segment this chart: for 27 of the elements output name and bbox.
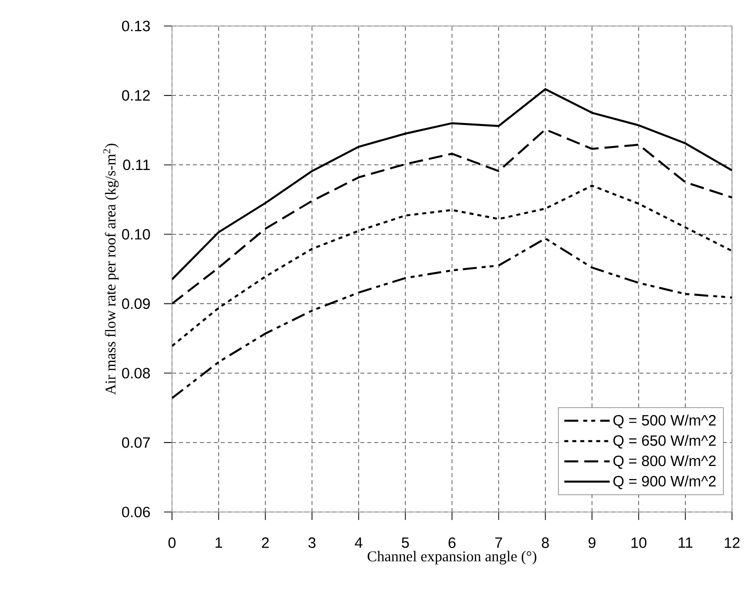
x-tick-label: 12: [724, 537, 740, 548]
x-tick-label: 6: [448, 537, 456, 548]
x-tick-label: 9: [588, 537, 596, 548]
y-axis-title: Air mass flow rate per roof area (kg/s-m$^{2}$): [103, 144, 119, 395]
x-tick-label: 10: [632, 537, 646, 548]
x-tick-label: 3: [308, 537, 316, 548]
y-tick-label: 0.08: [122, 368, 150, 378]
y-tick-label: 0.06: [122, 506, 150, 518]
y-tick-label: 0.10: [122, 228, 150, 240]
y-tick-label: 0.13: [122, 20, 150, 32]
y-tick-label: 0.09: [122, 298, 150, 309]
x-tick-label: 7: [495, 537, 502, 548]
y-tick-label: 0.12: [122, 90, 150, 101]
x-tick-label: 0: [168, 537, 176, 548]
x-tick-label: 4: [354, 537, 362, 548]
x-axis-title: Channel expansion angle (°): [368, 550, 536, 564]
y-tick-label: 0.07: [122, 437, 150, 448]
x-tick-label: 8: [542, 537, 549, 548]
x-tick-label: 2: [262, 537, 269, 548]
y-tick-label: 0.11: [123, 160, 150, 170]
legend-label: Q = 800 W/m^2: [613, 455, 716, 469]
legend-label: Q = 650 W/m^2: [613, 434, 716, 449]
x-tick-label: 5: [402, 537, 409, 548]
legend-label: Q = 900 W/m^2: [613, 475, 716, 490]
x-tick-label: 11: [678, 537, 692, 548]
legend-label: Q = 500 W/m^2: [613, 414, 716, 428]
x-tick-label: 1: [216, 537, 222, 548]
